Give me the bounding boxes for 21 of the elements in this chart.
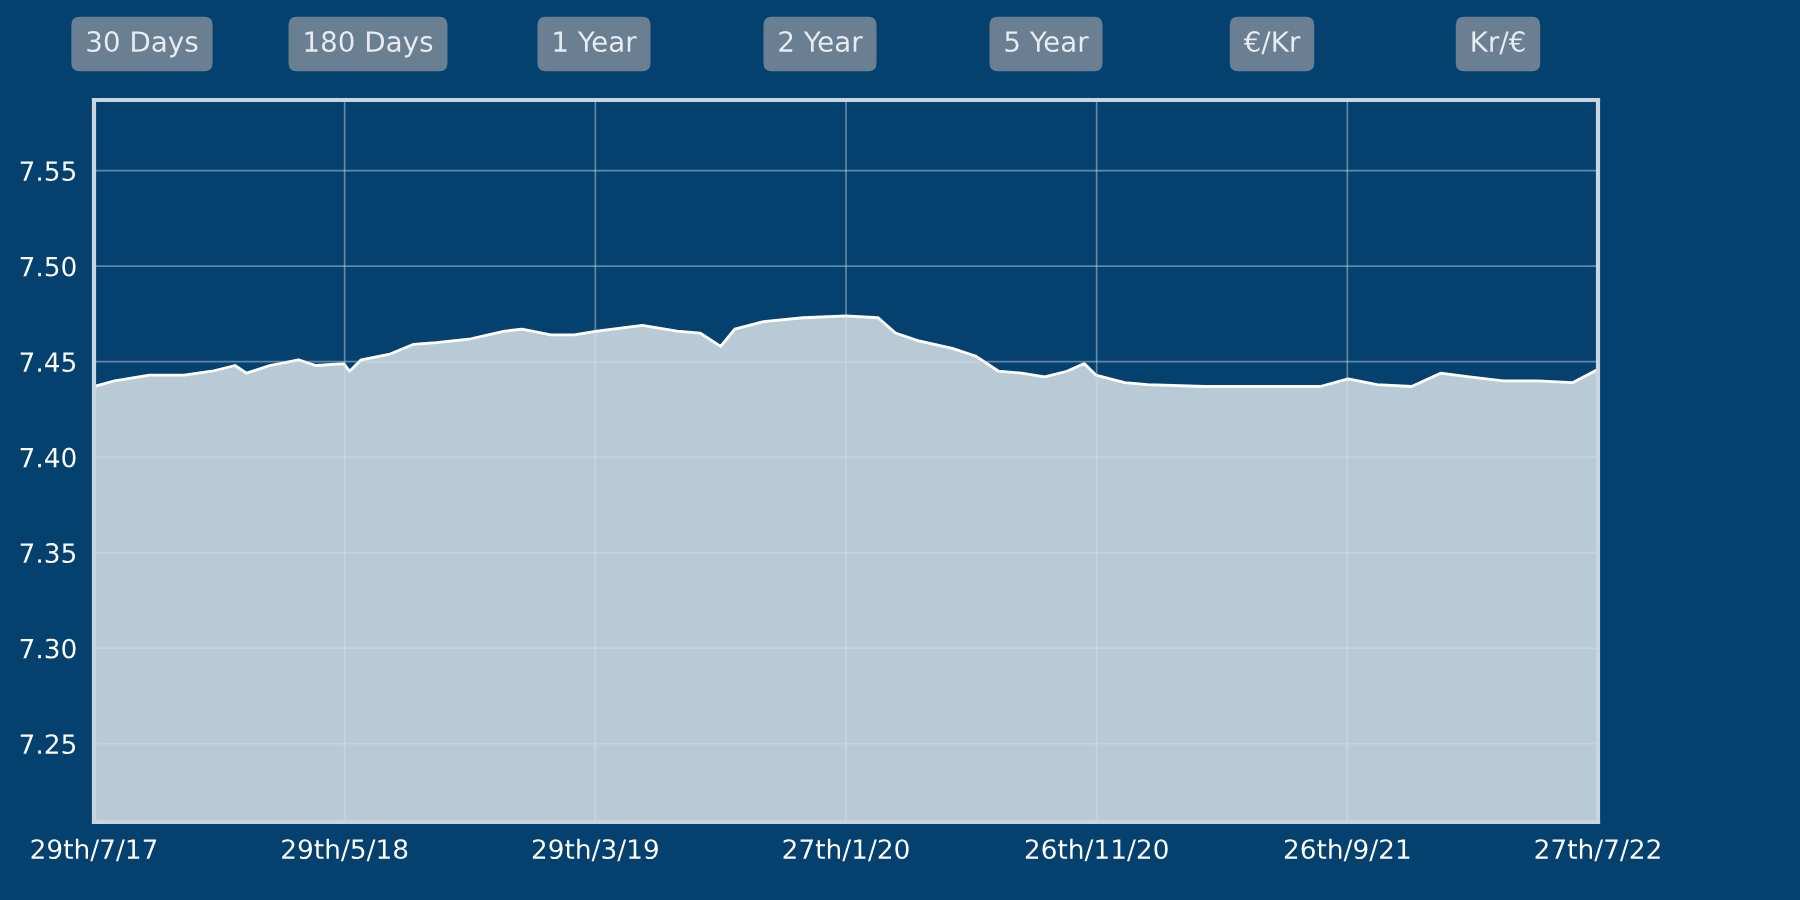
y-tick-label: 7.45 (20, 352, 76, 373)
text: 30 Days (87, 31, 198, 58)
text: €/Kr (1243, 31, 1301, 55)
text: 180 Days (305, 31, 433, 58)
y-tick-label: 7.35 (20, 543, 76, 564)
y-tick-label: 7.25 (20, 734, 76, 755)
text: 5 Year (1005, 31, 1089, 53)
text: 1 Year (554, 31, 637, 53)
y-tick-label: 7.50 (20, 256, 76, 277)
text: 2 Year (779, 31, 863, 53)
x-tick-label: 26th/11/20 (1025, 838, 1168, 862)
x-tick-label: 29th/3/19 (532, 838, 658, 862)
text: Kr/€ (1472, 31, 1525, 55)
x-tick-label: 27th/1/20 (783, 838, 909, 862)
y-tick-label: 7.55 (20, 161, 76, 182)
y-tick-label: 7.40 (20, 447, 76, 468)
x-tick-label: 26th/9/21 (1284, 838, 1410, 862)
y-tick-label: 7.30 (20, 638, 76, 659)
x-tick-label: 29th/5/18 (282, 838, 408, 862)
x-tick-label: 27th/7/22 (1535, 838, 1660, 862)
x-tick-label: 29th/7/17 (31, 838, 157, 862)
